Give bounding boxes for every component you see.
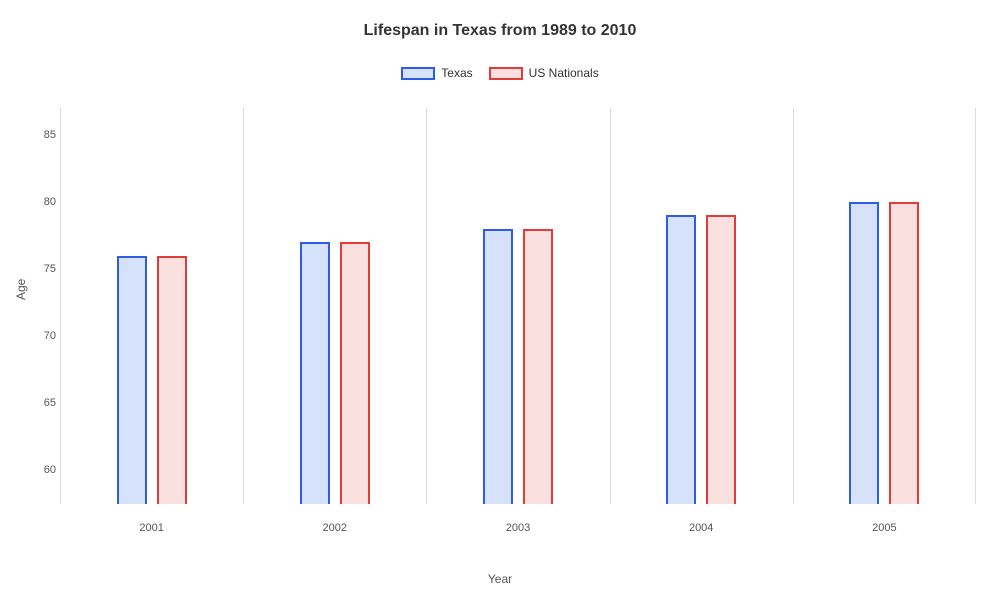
legend-swatch — [401, 67, 435, 80]
x-tick-label: 2002 — [323, 522, 347, 534]
x-tick-label: 2005 — [872, 522, 896, 534]
legend: Texas US Nationals — [0, 66, 1000, 80]
bar — [523, 229, 553, 504]
x-tick-label: 2003 — [506, 522, 530, 534]
chart-title: Lifespan in Texas from 1989 to 2010 — [0, 0, 1000, 40]
bar — [340, 242, 370, 504]
legend-label: Texas — [441, 66, 472, 80]
y-tick-label: 70 — [36, 330, 56, 342]
legend-swatch — [489, 67, 523, 80]
bar — [706, 215, 736, 504]
plot-left-border — [60, 108, 61, 504]
bar — [157, 256, 187, 504]
y-tick-label: 85 — [36, 129, 56, 141]
x-tick-label: 2001 — [139, 522, 163, 534]
chart-container: Lifespan in Texas from 1989 to 2010 Texa… — [0, 0, 1000, 600]
y-tick-label: 60 — [36, 464, 56, 476]
bar — [300, 242, 330, 504]
x-axis-label: Year — [0, 572, 1000, 586]
bar — [117, 256, 147, 504]
grid-line-vertical — [610, 108, 611, 504]
legend-label: US Nationals — [529, 66, 599, 80]
plot-area — [60, 108, 976, 504]
bar — [849, 202, 879, 504]
y-tick-label: 75 — [36, 263, 56, 275]
plot-area-wrapper — [60, 108, 976, 504]
grid-line-vertical — [426, 108, 427, 504]
grid-line-vertical — [793, 108, 794, 504]
grid-line-vertical — [975, 108, 976, 504]
x-tick-label: 2004 — [689, 522, 713, 534]
bar — [666, 215, 696, 504]
legend-item: Texas — [401, 66, 472, 80]
legend-item: US Nationals — [489, 66, 599, 80]
bar — [889, 202, 919, 504]
grid-line-vertical — [243, 108, 244, 504]
y-axis-label: Age — [14, 279, 28, 300]
bar — [483, 229, 513, 504]
y-tick-label: 80 — [36, 196, 56, 208]
y-tick-label: 65 — [36, 397, 56, 409]
